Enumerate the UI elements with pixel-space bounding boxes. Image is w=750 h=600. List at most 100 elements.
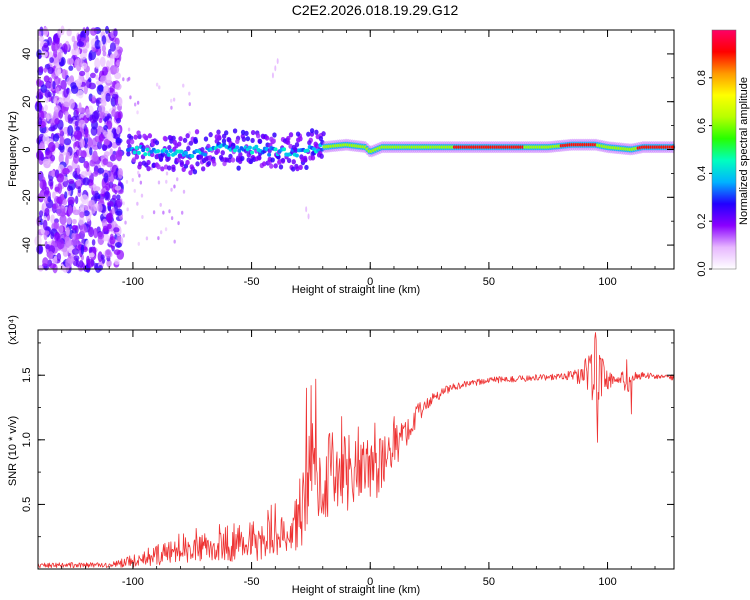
spectrogram-cell — [250, 129, 256, 136]
spectrogram-cell — [250, 137, 255, 144]
spectrogram-cell — [232, 148, 237, 153]
spectrogram-cell — [63, 138, 72, 146]
spectrogram-cell — [80, 244, 85, 255]
spectrogram-cell — [109, 148, 114, 156]
spectrogram-cell — [235, 145, 240, 150]
spectrogram-cell — [47, 66, 54, 75]
spectrogram-cell — [288, 132, 294, 138]
spectrogram-cell — [286, 135, 291, 142]
spectrogram-cell — [38, 142, 45, 152]
spectrogram-cell — [49, 57, 55, 64]
spectrogram-cell — [131, 157, 137, 163]
spectrogram-cell — [90, 204, 96, 214]
spectrogram-cell — [285, 139, 291, 145]
spectrogram-cell — [48, 179, 54, 187]
spectrogram-cell — [44, 89, 51, 98]
spectrogram-cell — [247, 145, 252, 150]
snr-panel: -100 -50 0 50 100 0.5 1.0 1.5 Height of straig… — [7, 315, 675, 596]
spectrogram-cell — [162, 135, 168, 141]
spectrogram-cell — [71, 225, 78, 231]
spectrogram-cell — [126, 151, 131, 157]
spectrogram-cell — [115, 138, 123, 144]
spectrogram-cell — [50, 231, 55, 240]
colorbar-tick-label: 0.2 — [696, 214, 708, 229]
spectrogram-cell — [294, 142, 300, 148]
spectrogram-cell — [277, 159, 282, 165]
spectrogram-cell — [37, 30, 42, 37]
spectrogram-cell — [57, 182, 63, 194]
spectrogram-cell — [67, 196, 76, 205]
spectrogram-x-tick-label: 50 — [483, 276, 495, 288]
spectrogram-cell — [74, 120, 79, 127]
spectrogram-cell — [114, 185, 122, 191]
spectrogram-cell — [101, 100, 107, 107]
spectrogram-cell — [269, 163, 274, 169]
spectrogram-cell — [104, 248, 112, 259]
spectrogram-cell — [98, 104, 106, 114]
spectrogram-cell — [114, 37, 120, 46]
spectrogram-cell — [70, 58, 74, 65]
spectrogram-cell — [69, 98, 75, 110]
spectrogram-cell — [188, 170, 193, 176]
spectrogram-cell — [179, 149, 184, 154]
spectrogram-cell — [133, 134, 138, 140]
spectrogram-cell — [85, 41, 90, 49]
spectrogram-cell — [43, 42, 49, 49]
spectrogram-cell — [102, 66, 109, 76]
spectrogram-cell — [66, 28, 72, 37]
spectrogram-cell — [92, 171, 99, 177]
spectrogram-cell — [47, 196, 52, 203]
spectrogram-cell — [200, 166, 206, 172]
spectrogram-cell — [79, 224, 88, 234]
spectrogram-cell — [145, 147, 150, 152]
spectrogram-cell — [273, 147, 278, 152]
spectrogram-cell — [126, 207, 129, 212]
spectrogram-cell — [68, 205, 73, 216]
snr-y-label: SNR (10 * v/v) — [7, 416, 19, 486]
spectrogram-cell — [104, 192, 109, 201]
spectrogram-cell — [176, 177, 179, 182]
colorbar-tick-label: 0.8 — [696, 70, 708, 85]
spectrogram-cell — [165, 171, 169, 176]
spectrogram-cell — [295, 131, 301, 137]
spectrogram-cell — [97, 251, 103, 262]
spectrogram-cell — [48, 126, 56, 132]
spectrogram-cell — [173, 239, 176, 244]
spectrogram-cell — [44, 207, 50, 217]
spectrogram-cell — [114, 94, 119, 106]
spectrogram-cell — [56, 173, 64, 183]
spectrogram-cell — [43, 67, 48, 73]
spectrogram-cell — [78, 119, 86, 128]
spectrogram-cell — [305, 206, 308, 213]
spectrogram-cell — [170, 105, 173, 110]
spectrogram-cell — [99, 196, 104, 204]
spectrogram-cell — [79, 211, 85, 218]
spectrogram-cell — [106, 73, 112, 81]
spectrogram-cell — [132, 150, 137, 155]
spectrogram-cell — [95, 99, 100, 107]
spectrogram-cell — [291, 144, 297, 151]
spectrogram-cell — [211, 158, 216, 164]
spectrogram-cell — [67, 58, 72, 65]
snr-y-scale-label: (x10⁴) — [7, 315, 19, 345]
spectrogram-cell — [162, 210, 165, 215]
spectrogram-cell — [173, 184, 176, 189]
spectrogram-cell — [152, 210, 156, 215]
spectrogram-cell — [59, 214, 67, 225]
spectrogram-cell — [160, 166, 165, 172]
spectrogram-y-tick-label: 40 — [21, 48, 33, 60]
spectrogram-cell — [44, 186, 50, 196]
spectrogram-cell — [236, 165, 241, 171]
spectrogram-cell — [85, 108, 91, 118]
spectrogram-cell — [86, 162, 90, 172]
spectrogram-cell — [93, 262, 98, 271]
spectrogram-cell — [113, 227, 120, 233]
spectrogram-cell — [107, 223, 112, 230]
snr-y-tick-label: 1.0 — [21, 432, 33, 447]
spectrogram-cell — [106, 200, 114, 207]
spectrogram-cell — [282, 147, 287, 152]
spectrogram-cell — [185, 133, 190, 139]
spectrogram-cell — [109, 53, 117, 59]
spectrogram-cell — [230, 157, 236, 163]
